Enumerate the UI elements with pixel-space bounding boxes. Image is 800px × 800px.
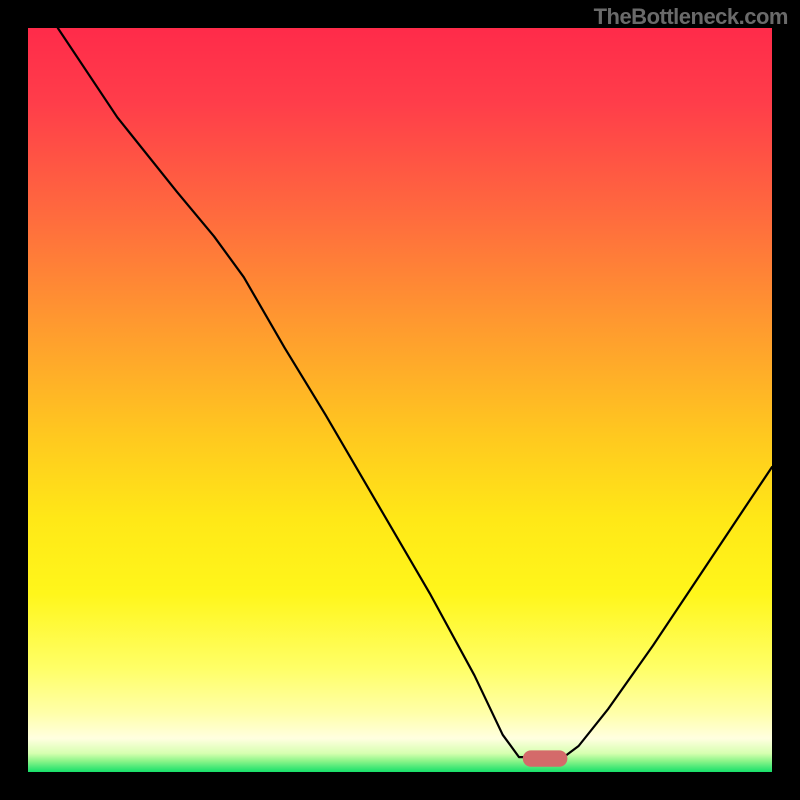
gradient-background — [28, 28, 772, 772]
watermark-text: TheBottleneck.com — [594, 4, 788, 30]
bottleneck-marker — [523, 750, 568, 766]
chart-svg — [28, 28, 772, 772]
chart-container: TheBottleneck.com — [0, 0, 800, 800]
plot-area — [28, 28, 772, 772]
